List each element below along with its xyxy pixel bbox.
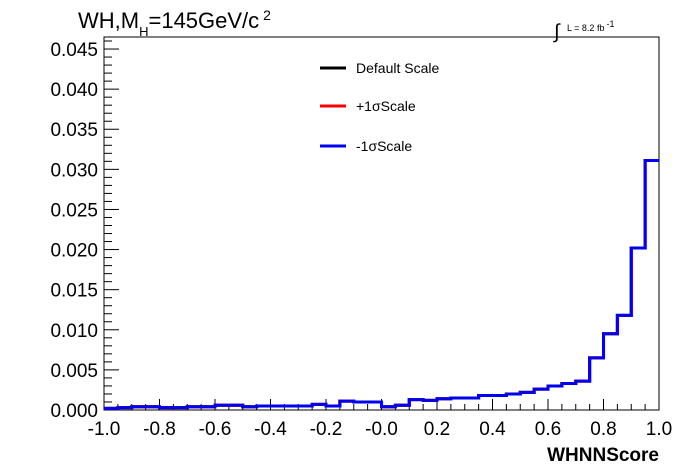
x-tick-label: 0.2 (424, 419, 450, 440)
y-tick-label: 0.035 (50, 120, 98, 141)
legend: Default Scale +1σScale -1σScale (320, 60, 439, 154)
luminosity-integral: ∫ (553, 21, 561, 43)
legend-label-minus-1sigma: -1σScale (356, 138, 412, 154)
x-tick-label: 0.4 (479, 419, 506, 440)
plot-title: WH,MH=145GeV/c 2 (78, 7, 271, 39)
x-tick-label: -1.0 (88, 419, 121, 440)
y-tick-label: 0.030 (50, 160, 98, 181)
x-tick-label: -0.0 (365, 419, 398, 440)
series-line-1 (104, 159, 659, 410)
axes: -1.0 -0.8 -0.6 -0.4 -0.2 -0.0 0.2 0.4 0.6 0.8 1.0 0… (50, 40, 672, 440)
y-tick-label: 0.045 (50, 40, 98, 61)
y-tick-label: 0.000 (50, 401, 98, 422)
series-line-0 (104, 159, 659, 410)
y-tick-label: 0.005 (50, 361, 98, 382)
legend-label-default-scale: Default Scale (356, 60, 439, 76)
x-tick-label: 0.8 (590, 419, 616, 440)
x-tick-label: 0.6 (535, 419, 561, 440)
series-line-2 (104, 159, 659, 410)
x-tick-label: -0.8 (143, 419, 176, 440)
x-tick-label: -0.4 (254, 419, 287, 440)
y-tick-label: 0.040 (50, 80, 98, 101)
x-tick-label: -0.6 (199, 419, 232, 440)
luminosity-label: L = 8.2 fb -1 (567, 19, 614, 33)
series-layer (104, 159, 659, 410)
y-tick-label: 0.020 (50, 241, 98, 262)
legend-label-plus-1sigma: +1σScale (356, 98, 416, 114)
x-tick-label: -0.2 (310, 419, 343, 440)
y-tick-label: 0.015 (50, 281, 98, 302)
y-tick-label: 0.025 (50, 200, 98, 221)
plot-frame (103, 36, 660, 411)
x-axis-label: WHNNScore (547, 445, 659, 466)
y-tick-label: 0.010 (50, 321, 98, 342)
x-tick-label: 1.0 (646, 419, 672, 440)
